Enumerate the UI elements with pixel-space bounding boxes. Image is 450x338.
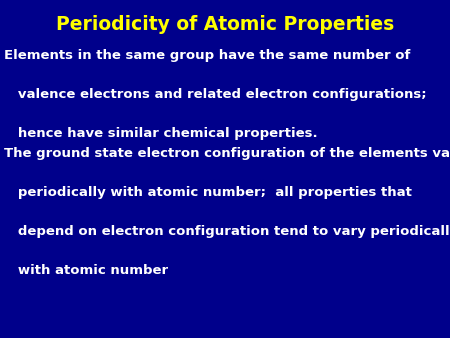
Text: hence have similar chemical properties.: hence have similar chemical properties. — [4, 127, 318, 140]
Text: valence electrons and related electron configurations;: valence electrons and related electron c… — [4, 88, 427, 101]
Text: with atomic number: with atomic number — [4, 264, 169, 276]
Text: The ground state electron configuration of the elements vary: The ground state electron configuration … — [4, 147, 450, 160]
Text: Periodicity of Atomic Properties: Periodicity of Atomic Properties — [56, 15, 394, 34]
Text: periodically with atomic number;  all properties that: periodically with atomic number; all pro… — [4, 186, 412, 199]
Text: Elements in the same group have the same number of: Elements in the same group have the same… — [4, 49, 411, 62]
Text: depend on electron configuration tend to vary periodically: depend on electron configuration tend to… — [4, 225, 450, 238]
